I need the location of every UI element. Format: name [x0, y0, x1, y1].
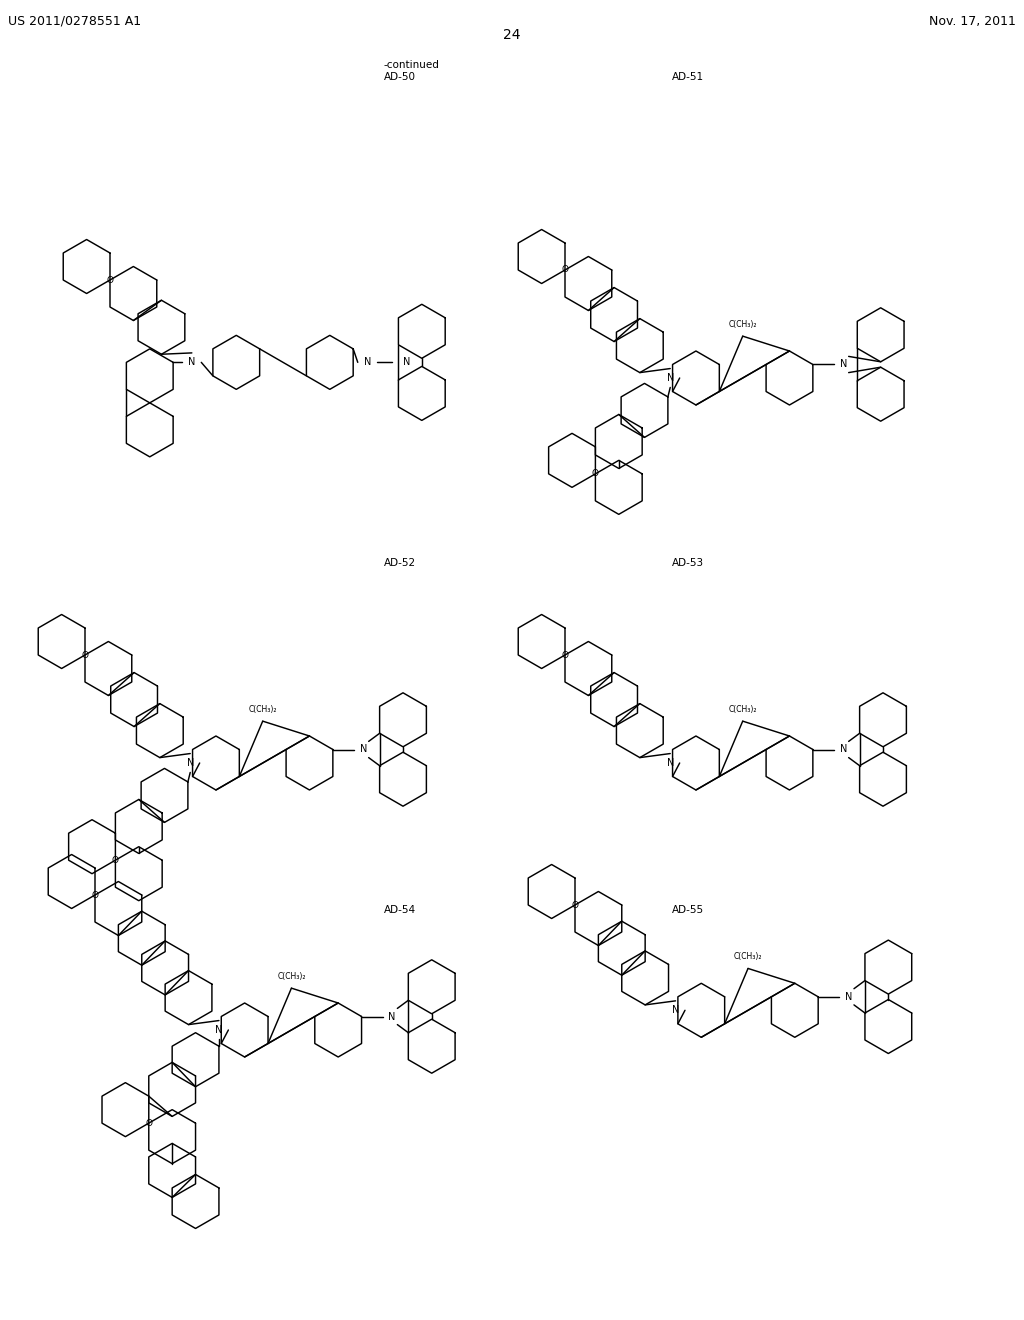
Text: N: N — [215, 1026, 222, 1035]
Text: C(CH₃)₂: C(CH₃)₂ — [278, 972, 306, 981]
Text: N: N — [186, 758, 194, 768]
Text: AD-52: AD-52 — [384, 558, 416, 568]
Text: N: N — [667, 758, 674, 768]
Text: N: N — [359, 744, 367, 755]
Text: AD-51: AD-51 — [672, 73, 705, 82]
Text: N: N — [188, 358, 196, 367]
Text: C(CH₃)₂: C(CH₃)₂ — [728, 319, 757, 329]
Text: N: N — [667, 374, 674, 383]
Text: N: N — [388, 1011, 395, 1022]
Text: C(CH₃)₂: C(CH₃)₂ — [249, 705, 276, 714]
Text: US 2011/0278551 A1: US 2011/0278551 A1 — [8, 15, 141, 28]
Text: O: O — [561, 651, 568, 660]
Text: C(CH₃)₂: C(CH₃)₂ — [728, 705, 757, 714]
Text: C(CH₃)₂: C(CH₃)₂ — [734, 952, 762, 961]
Text: 24: 24 — [503, 28, 521, 42]
Text: O: O — [571, 900, 579, 909]
Text: N: N — [403, 358, 411, 367]
Text: O: O — [145, 1118, 153, 1127]
Text: N: N — [840, 359, 847, 370]
Text: N: N — [364, 358, 371, 367]
Text: AD-55: AD-55 — [672, 906, 705, 915]
Text: AD-50: AD-50 — [384, 73, 416, 82]
Text: N: N — [845, 991, 852, 1002]
Text: AD-53: AD-53 — [672, 558, 705, 568]
Text: AD-54: AD-54 — [384, 906, 416, 915]
Text: O: O — [112, 855, 119, 865]
Text: -continued: -continued — [384, 59, 440, 70]
Text: O: O — [106, 276, 114, 285]
Text: O: O — [82, 651, 88, 660]
Text: N: N — [840, 744, 847, 755]
Text: O: O — [592, 470, 599, 478]
Text: O: O — [91, 891, 98, 899]
Text: N: N — [672, 1006, 679, 1015]
Text: Nov. 17, 2011: Nov. 17, 2011 — [929, 15, 1016, 28]
Text: O: O — [561, 265, 568, 275]
